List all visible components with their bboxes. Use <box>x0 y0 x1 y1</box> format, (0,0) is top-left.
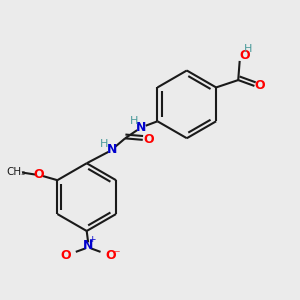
Text: N: N <box>107 143 117 156</box>
Text: N: N <box>136 121 146 134</box>
Text: H: H <box>244 44 252 54</box>
Text: H: H <box>130 116 138 126</box>
Text: CH₃: CH₃ <box>6 167 25 177</box>
Text: O: O <box>105 249 116 262</box>
Text: O: O <box>239 49 250 62</box>
Text: H: H <box>99 139 108 149</box>
Text: O: O <box>61 249 71 262</box>
Text: ⁻: ⁻ <box>113 249 120 262</box>
Text: +: + <box>88 235 95 244</box>
Text: O: O <box>143 133 154 146</box>
Text: O: O <box>33 168 44 182</box>
Text: N: N <box>83 239 93 252</box>
Text: O: O <box>254 79 265 92</box>
